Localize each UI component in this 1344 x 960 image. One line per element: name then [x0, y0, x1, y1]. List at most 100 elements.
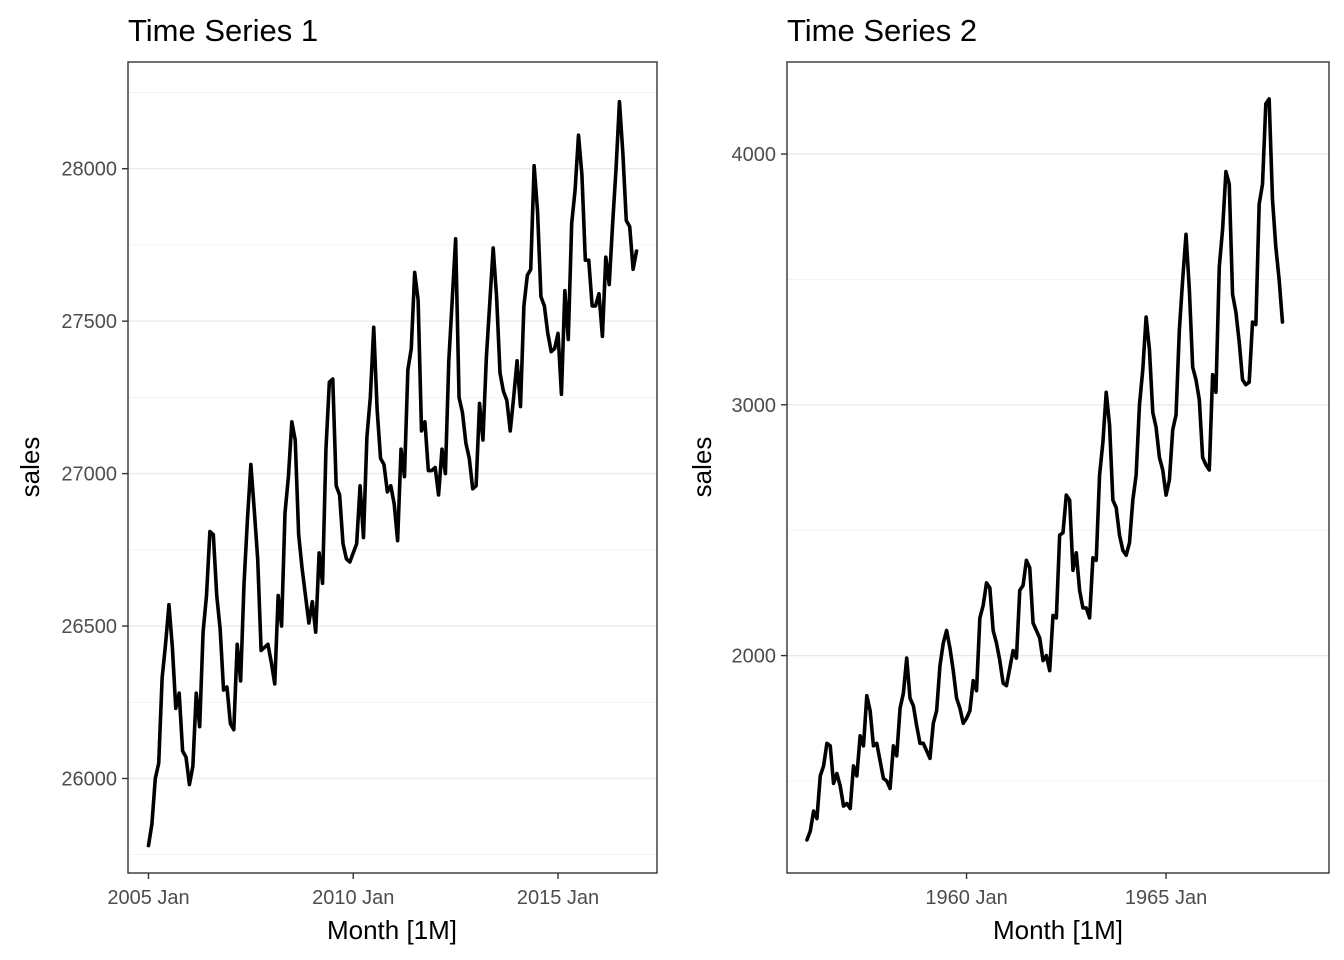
panel-border: [127, 61, 658, 874]
data-point: [1165, 494, 1167, 496]
data-point: [1251, 321, 1254, 323]
data-point: [342, 543, 344, 545]
data-point: [942, 642, 944, 644]
data-point: [1182, 278, 1184, 281]
data-point: [859, 735, 861, 737]
data-point: [1215, 391, 1217, 393]
data-point: [1092, 557, 1094, 559]
data-point: [386, 491, 388, 493]
data-point: [912, 705, 914, 707]
data-point: [478, 402, 481, 405]
data-point: [955, 697, 958, 699]
y-axis: 26000 26500 27000 27500 28000: [61, 159, 128, 790]
data-point: [1035, 629, 1037, 632]
data-point: [1265, 103, 1267, 105]
data-point: [1069, 499, 1071, 501]
data-point: [1238, 341, 1240, 343]
data-point: [1015, 657, 1018, 659]
data-point: [383, 463, 385, 466]
data-point: [1012, 649, 1014, 652]
data-point: [982, 604, 984, 607]
data-point: [168, 604, 170, 606]
panel-border: [786, 61, 1330, 874]
data-point: [328, 381, 330, 383]
data-point: [1135, 474, 1137, 476]
data-point: [926, 750, 928, 752]
x-tick-label: 2005 Jan: [107, 887, 189, 909]
data-point: [226, 686, 228, 688]
data-point: [601, 335, 603, 337]
data-point: [806, 839, 808, 841]
data-point: [629, 226, 631, 228]
data-point: [410, 347, 412, 350]
data-point: [846, 802, 848, 805]
data-point: [1148, 349, 1151, 351]
data-point: [164, 643, 167, 645]
data-point: [543, 305, 545, 307]
data-point: [424, 421, 426, 423]
data-point: [1115, 507, 1117, 509]
data-point: [455, 238, 457, 240]
data-point: [1045, 654, 1047, 657]
series-line: [805, 97, 1285, 842]
data-point: [632, 268, 634, 270]
data-point: [318, 552, 320, 554]
data-point: [154, 777, 156, 780]
data-point: [222, 689, 225, 691]
data-point: [1122, 549, 1124, 551]
x-tick-label: 2010 Jan: [312, 887, 394, 909]
data-point: [1255, 323, 1257, 326]
data-point: [151, 823, 153, 825]
data-point: [608, 283, 610, 286]
data-point: [499, 372, 501, 374]
data-point: [1202, 456, 1204, 459]
data-point: [495, 296, 498, 298]
data-point: [876, 742, 878, 744]
series-line-group: [146, 99, 639, 848]
data-point: [1005, 685, 1008, 687]
data-point: [936, 710, 938, 712]
data-point: [1052, 614, 1054, 617]
data-point: [280, 625, 283, 627]
data-point: [379, 457, 382, 459]
data-point: [209, 530, 211, 533]
data-point: [1188, 288, 1190, 291]
data-point: [1208, 469, 1210, 471]
data-point: [999, 660, 1001, 662]
y-axis-title: sales: [687, 437, 717, 498]
data-point: [1072, 569, 1074, 571]
data-point: [161, 677, 163, 679]
data-point: [929, 757, 931, 760]
data-point: [826, 742, 828, 744]
data-point: [1175, 414, 1177, 416]
data-point: [557, 332, 559, 334]
data-point: [1085, 607, 1087, 609]
data-point: [431, 469, 433, 472]
data-point: [939, 665, 941, 667]
data-point: [1198, 399, 1200, 401]
data-point: [889, 787, 891, 790]
data-point: [992, 629, 994, 632]
data-point: [158, 762, 160, 764]
data-point: [216, 594, 218, 597]
data-point: [979, 617, 981, 619]
grid: [128, 92, 657, 856]
y-axis: 2000 3000 4000: [732, 144, 787, 668]
data-point: [1112, 499, 1114, 501]
data-point: [1218, 266, 1220, 268]
y-tick-label: 27000: [61, 464, 117, 486]
y-tick-label: 2000: [732, 646, 777, 668]
data-point: [1098, 474, 1101, 476]
x-axis-title: Month [1M]: [327, 915, 457, 945]
data-point: [594, 305, 597, 307]
data-point: [598, 293, 600, 295]
data-point: [972, 680, 974, 682]
data-point: [949, 647, 951, 649]
series-line: [146, 99, 639, 848]
data-point: [270, 662, 272, 664]
data-point: [1102, 441, 1104, 444]
data-point: [502, 390, 505, 392]
data-point: [212, 533, 214, 536]
data-point: [243, 582, 245, 584]
data-point: [1082, 607, 1084, 609]
